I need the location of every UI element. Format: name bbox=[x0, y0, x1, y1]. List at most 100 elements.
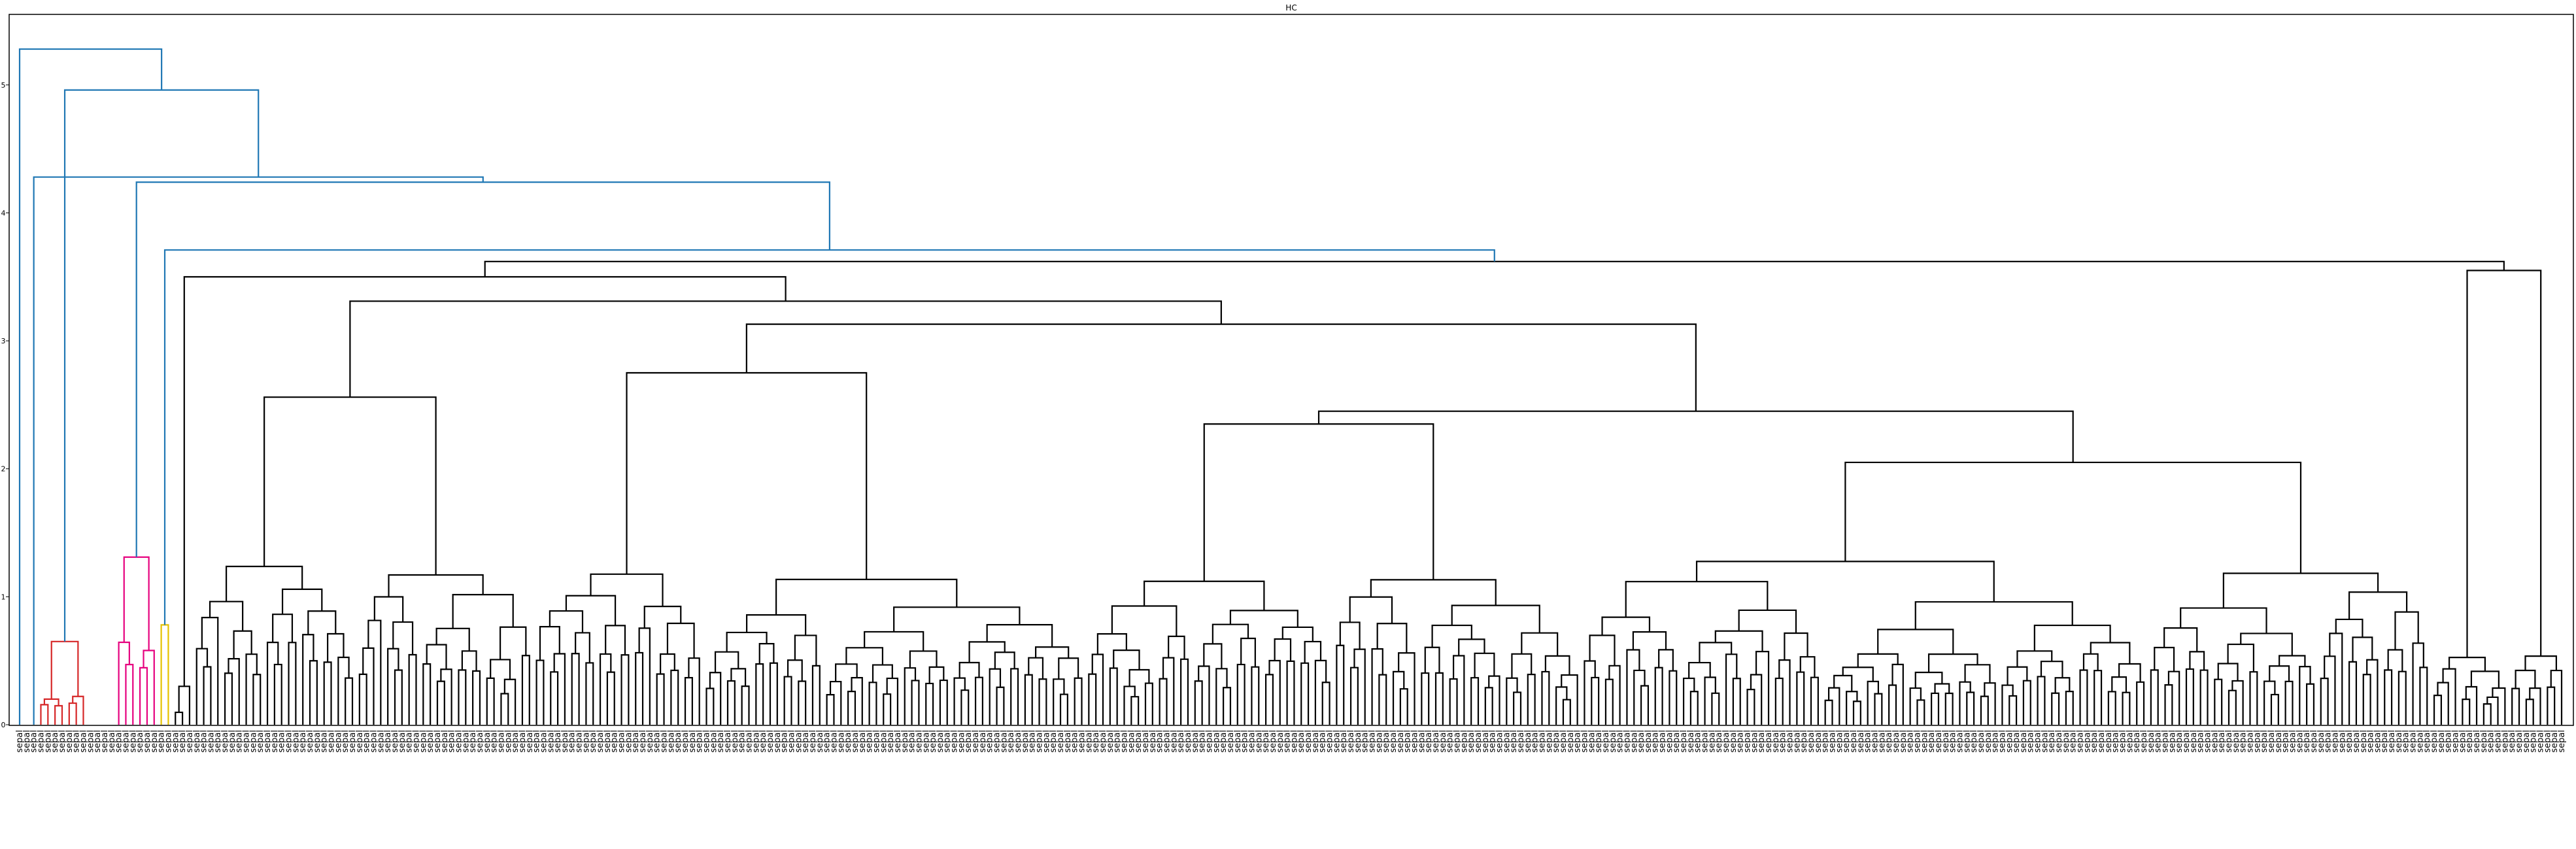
dendrogram-link bbox=[960, 689, 970, 725]
leaf-label: sepal bbox=[1955, 730, 1965, 753]
leaf-label: sepal bbox=[36, 730, 46, 753]
dendrogram-link bbox=[2228, 689, 2237, 725]
dendrogram-link bbox=[994, 651, 1015, 669]
dendrogram-link bbox=[656, 673, 665, 725]
leaf-label: sepal bbox=[1254, 730, 1264, 753]
leaf-label: sepal bbox=[1920, 730, 1929, 753]
leaf-label: sepal bbox=[1701, 730, 1710, 753]
leaf-label: sepal bbox=[107, 730, 117, 753]
leaf-label: sepal bbox=[787, 730, 796, 753]
leaf-label: sepal bbox=[2111, 730, 2121, 753]
leaf-label: sepal bbox=[1325, 730, 1335, 753]
leaf-label: sepal bbox=[525, 730, 535, 753]
dendrogram-link bbox=[2515, 669, 2536, 689]
leaf-label: sepal bbox=[2154, 730, 2163, 753]
leaf-label: sepal bbox=[1693, 730, 1703, 753]
dendrogram-link bbox=[1688, 661, 1711, 679]
leaf-label: sepal bbox=[2047, 730, 2057, 753]
leaf-label: sepal bbox=[2019, 730, 2029, 753]
dendrogram-link bbox=[1264, 674, 1274, 725]
leaf-label: sepal bbox=[992, 730, 1002, 753]
leaf-label: sepal bbox=[1318, 730, 1328, 753]
leaf-label: sepal bbox=[2125, 730, 2135, 753]
dendrogram-link bbox=[2466, 269, 2542, 658]
dendrogram-link bbox=[550, 671, 559, 725]
leaf-label: sepal bbox=[1332, 730, 1342, 753]
dendrogram-link bbox=[388, 574, 484, 597]
leaf-label: sepal bbox=[886, 730, 896, 753]
leaf-label: sepal bbox=[433, 730, 443, 753]
dendrogram-link bbox=[118, 641, 130, 725]
leaf-label: sepal bbox=[1134, 730, 1144, 753]
leaf-label: sepal bbox=[1183, 730, 1193, 753]
leaf-label: sepal bbox=[2012, 730, 2022, 753]
leaf-label: sepal bbox=[673, 730, 683, 753]
leaf-label: sepal bbox=[829, 730, 839, 753]
dendrogram-link bbox=[435, 627, 470, 651]
dendrogram-link bbox=[1846, 691, 1858, 725]
leaf-label: sepal bbox=[1601, 730, 1611, 753]
leaf-label: sepal bbox=[1063, 730, 1073, 753]
dendrogram-link bbox=[726, 680, 736, 725]
leaf-label: sepal bbox=[695, 730, 705, 753]
dendrogram-link bbox=[1521, 632, 1559, 656]
leaf-label: sepal bbox=[865, 730, 875, 753]
leaf-label: sepal bbox=[284, 730, 294, 753]
leaf-label: sepal bbox=[114, 730, 124, 753]
leaf-label: sepal bbox=[2500, 730, 2510, 753]
dendrogram-link bbox=[769, 662, 778, 725]
dendrogram-link bbox=[585, 662, 594, 725]
dendrogram-link bbox=[2306, 683, 2315, 725]
leaf-label: sepal bbox=[440, 730, 450, 753]
leaf-label: sepal bbox=[1764, 730, 1774, 753]
leaf-label: sepal bbox=[971, 730, 981, 753]
leaf-label: sepal bbox=[1098, 730, 1108, 753]
dendrogram-link bbox=[362, 647, 375, 725]
leaf-label: sepal bbox=[291, 730, 301, 753]
leaf-label: sepal bbox=[2337, 730, 2347, 753]
leaf-label: sepal bbox=[1474, 730, 1483, 753]
leaf-label: sepal bbox=[1389, 730, 1398, 753]
dendrogram-link bbox=[178, 685, 191, 725]
leaf-label: sepal bbox=[213, 730, 223, 753]
leaf-label: sepal bbox=[2557, 730, 2567, 753]
leaf-label: sepal bbox=[2097, 730, 2107, 753]
leaf-label: sepal bbox=[2543, 730, 2552, 753]
leaf-label: sepal bbox=[2415, 730, 2425, 753]
leaf-label: sepal bbox=[1622, 730, 1632, 753]
leaf-label: sepal bbox=[624, 730, 634, 753]
leaf-label: sepal bbox=[128, 730, 138, 753]
y-axis: 0 1 2 3 4 5 bbox=[1, 81, 9, 729]
leaf-label: sepal bbox=[454, 730, 464, 753]
dendrogram-link bbox=[1128, 668, 1150, 687]
leaf-label: sepal bbox=[2224, 730, 2234, 753]
dendrogram-link bbox=[1601, 616, 1651, 636]
leaf-label: sepal bbox=[341, 730, 350, 753]
leaf-label: sepal bbox=[2507, 730, 2517, 753]
leaf-label: sepal bbox=[1162, 730, 1172, 753]
dendrogram-link bbox=[1223, 687, 1232, 725]
dendrogram-link bbox=[224, 672, 233, 725]
leaf-label: sepal bbox=[1792, 730, 1802, 753]
leaf-label: sepal bbox=[1679, 730, 1689, 753]
leaf-label: sepal bbox=[2182, 730, 2192, 753]
leaf-label: sepal bbox=[2515, 730, 2524, 753]
dendrogram-link bbox=[1458, 638, 1485, 656]
leaf-label: sepal bbox=[376, 730, 386, 753]
leaf-label: sepal bbox=[2302, 730, 2312, 753]
dendrogram-link bbox=[1035, 646, 1070, 659]
leaf-label: sepal bbox=[1198, 730, 1208, 753]
leaf-label: sepal bbox=[1204, 730, 1214, 753]
leaf-label: sepal bbox=[546, 730, 556, 753]
leaf-label: sepal bbox=[2054, 730, 2064, 753]
leaf-label: sepal bbox=[2486, 730, 2496, 753]
leaf-label: sepal bbox=[1537, 730, 1547, 753]
leaf-label: sepal bbox=[2352, 730, 2362, 753]
dendrogram-link bbox=[43, 698, 59, 706]
leaf-label: sepal bbox=[2239, 730, 2248, 753]
leaf-label: sepal bbox=[2260, 730, 2269, 753]
dendrogram-link bbox=[1240, 637, 1256, 667]
dendrogram-link bbox=[1398, 652, 1415, 725]
leaf-label: sepal bbox=[879, 730, 889, 753]
leaf-label: sepal bbox=[1580, 730, 1589, 753]
